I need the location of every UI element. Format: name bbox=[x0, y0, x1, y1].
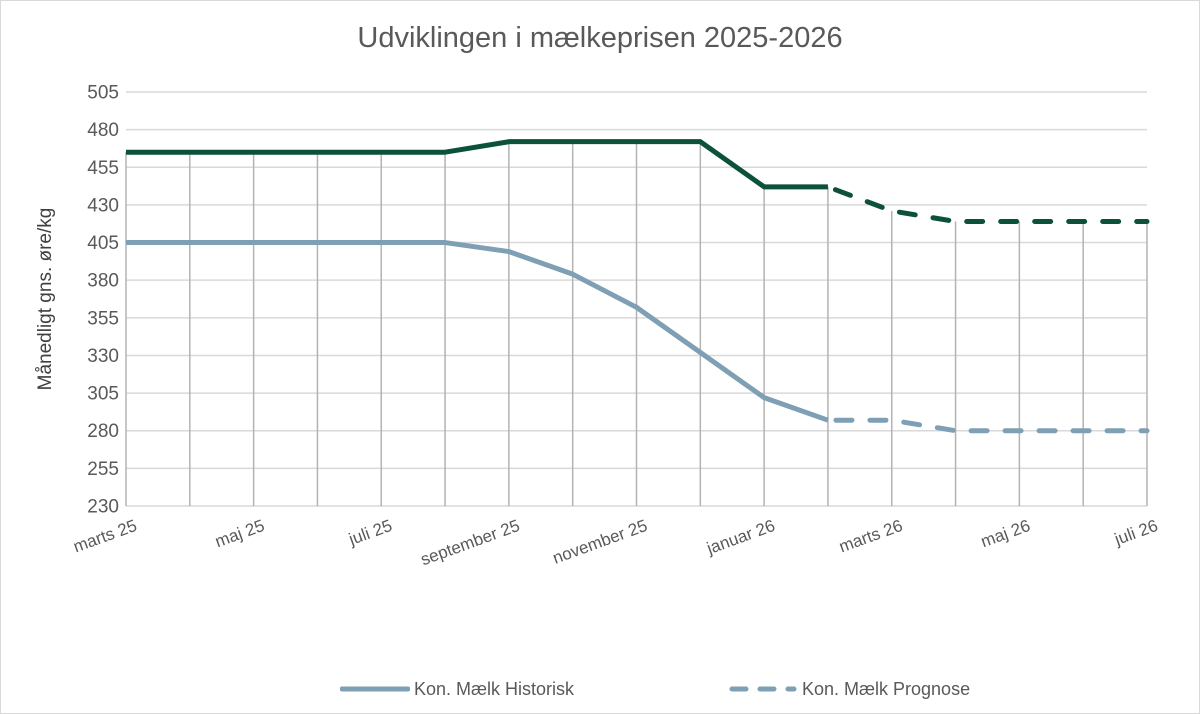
x-tick-label: maj 25 bbox=[213, 516, 267, 551]
data-series bbox=[126, 139, 1150, 434]
x-tick-label: marts 25 bbox=[71, 516, 140, 556]
series-line-historical bbox=[126, 139, 828, 190]
x-tick-label: juli 25 bbox=[345, 516, 394, 549]
x-tick-label: september 25 bbox=[418, 516, 522, 569]
y-axis-ticks: 230 255 280 305 330 355 380 405 430 455 480 505 bbox=[87, 83, 119, 518]
legend-solid-line-icon bbox=[340, 686, 410, 692]
y-tick-label: 430 bbox=[87, 195, 119, 216]
x-tick-label: januar 26 bbox=[703, 516, 777, 558]
legend: Kon. Mælk Historisk Kon. Mælk Prognose bbox=[0, 675, 1200, 703]
legend-label: Kon. Mælk Prognose bbox=[802, 678, 971, 699]
series-line-forecast bbox=[825, 417, 1150, 434]
x-tick-label: maj 26 bbox=[978, 516, 1032, 551]
y-tick-label: 255 bbox=[87, 459, 119, 480]
y-tick-label: 280 bbox=[87, 421, 119, 442]
legend-label: Kon. Mælk Historisk bbox=[414, 678, 575, 699]
vertical-droplines bbox=[125, 141, 1148, 506]
legend-dashed-line-icon bbox=[729, 686, 797, 692]
legend-item-prognose[interactable]: Kon. Mælk Prognose bbox=[728, 675, 970, 703]
legend-item-historisk[interactable]: Kon. Mælk Historisk bbox=[340, 675, 574, 703]
chart-title: Udviklingen i mælkeprisen 2025-2026 bbox=[357, 22, 843, 54]
y-tick-label: 330 bbox=[87, 346, 119, 367]
series-line-forecast bbox=[825, 184, 1150, 224]
x-axis-ticks: marts 25 maj 25 juli 25 september 25 novembe… bbox=[71, 516, 1161, 569]
y-tick-label: 355 bbox=[87, 308, 119, 329]
y-tick-label: 455 bbox=[87, 158, 119, 179]
y-tick-label: 480 bbox=[87, 120, 119, 141]
x-tick-label: juli 26 bbox=[1111, 516, 1160, 549]
y-tick-label: 505 bbox=[87, 83, 119, 104]
series-line-historical bbox=[126, 240, 829, 423]
y-tick-label: 380 bbox=[87, 271, 119, 292]
y-tick-label: 405 bbox=[87, 233, 119, 254]
x-tick-label: marts 26 bbox=[836, 516, 905, 556]
x-tick-label: november 25 bbox=[550, 516, 650, 568]
y-tick-label: 305 bbox=[87, 384, 119, 405]
y-tick-label: 230 bbox=[87, 497, 119, 518]
